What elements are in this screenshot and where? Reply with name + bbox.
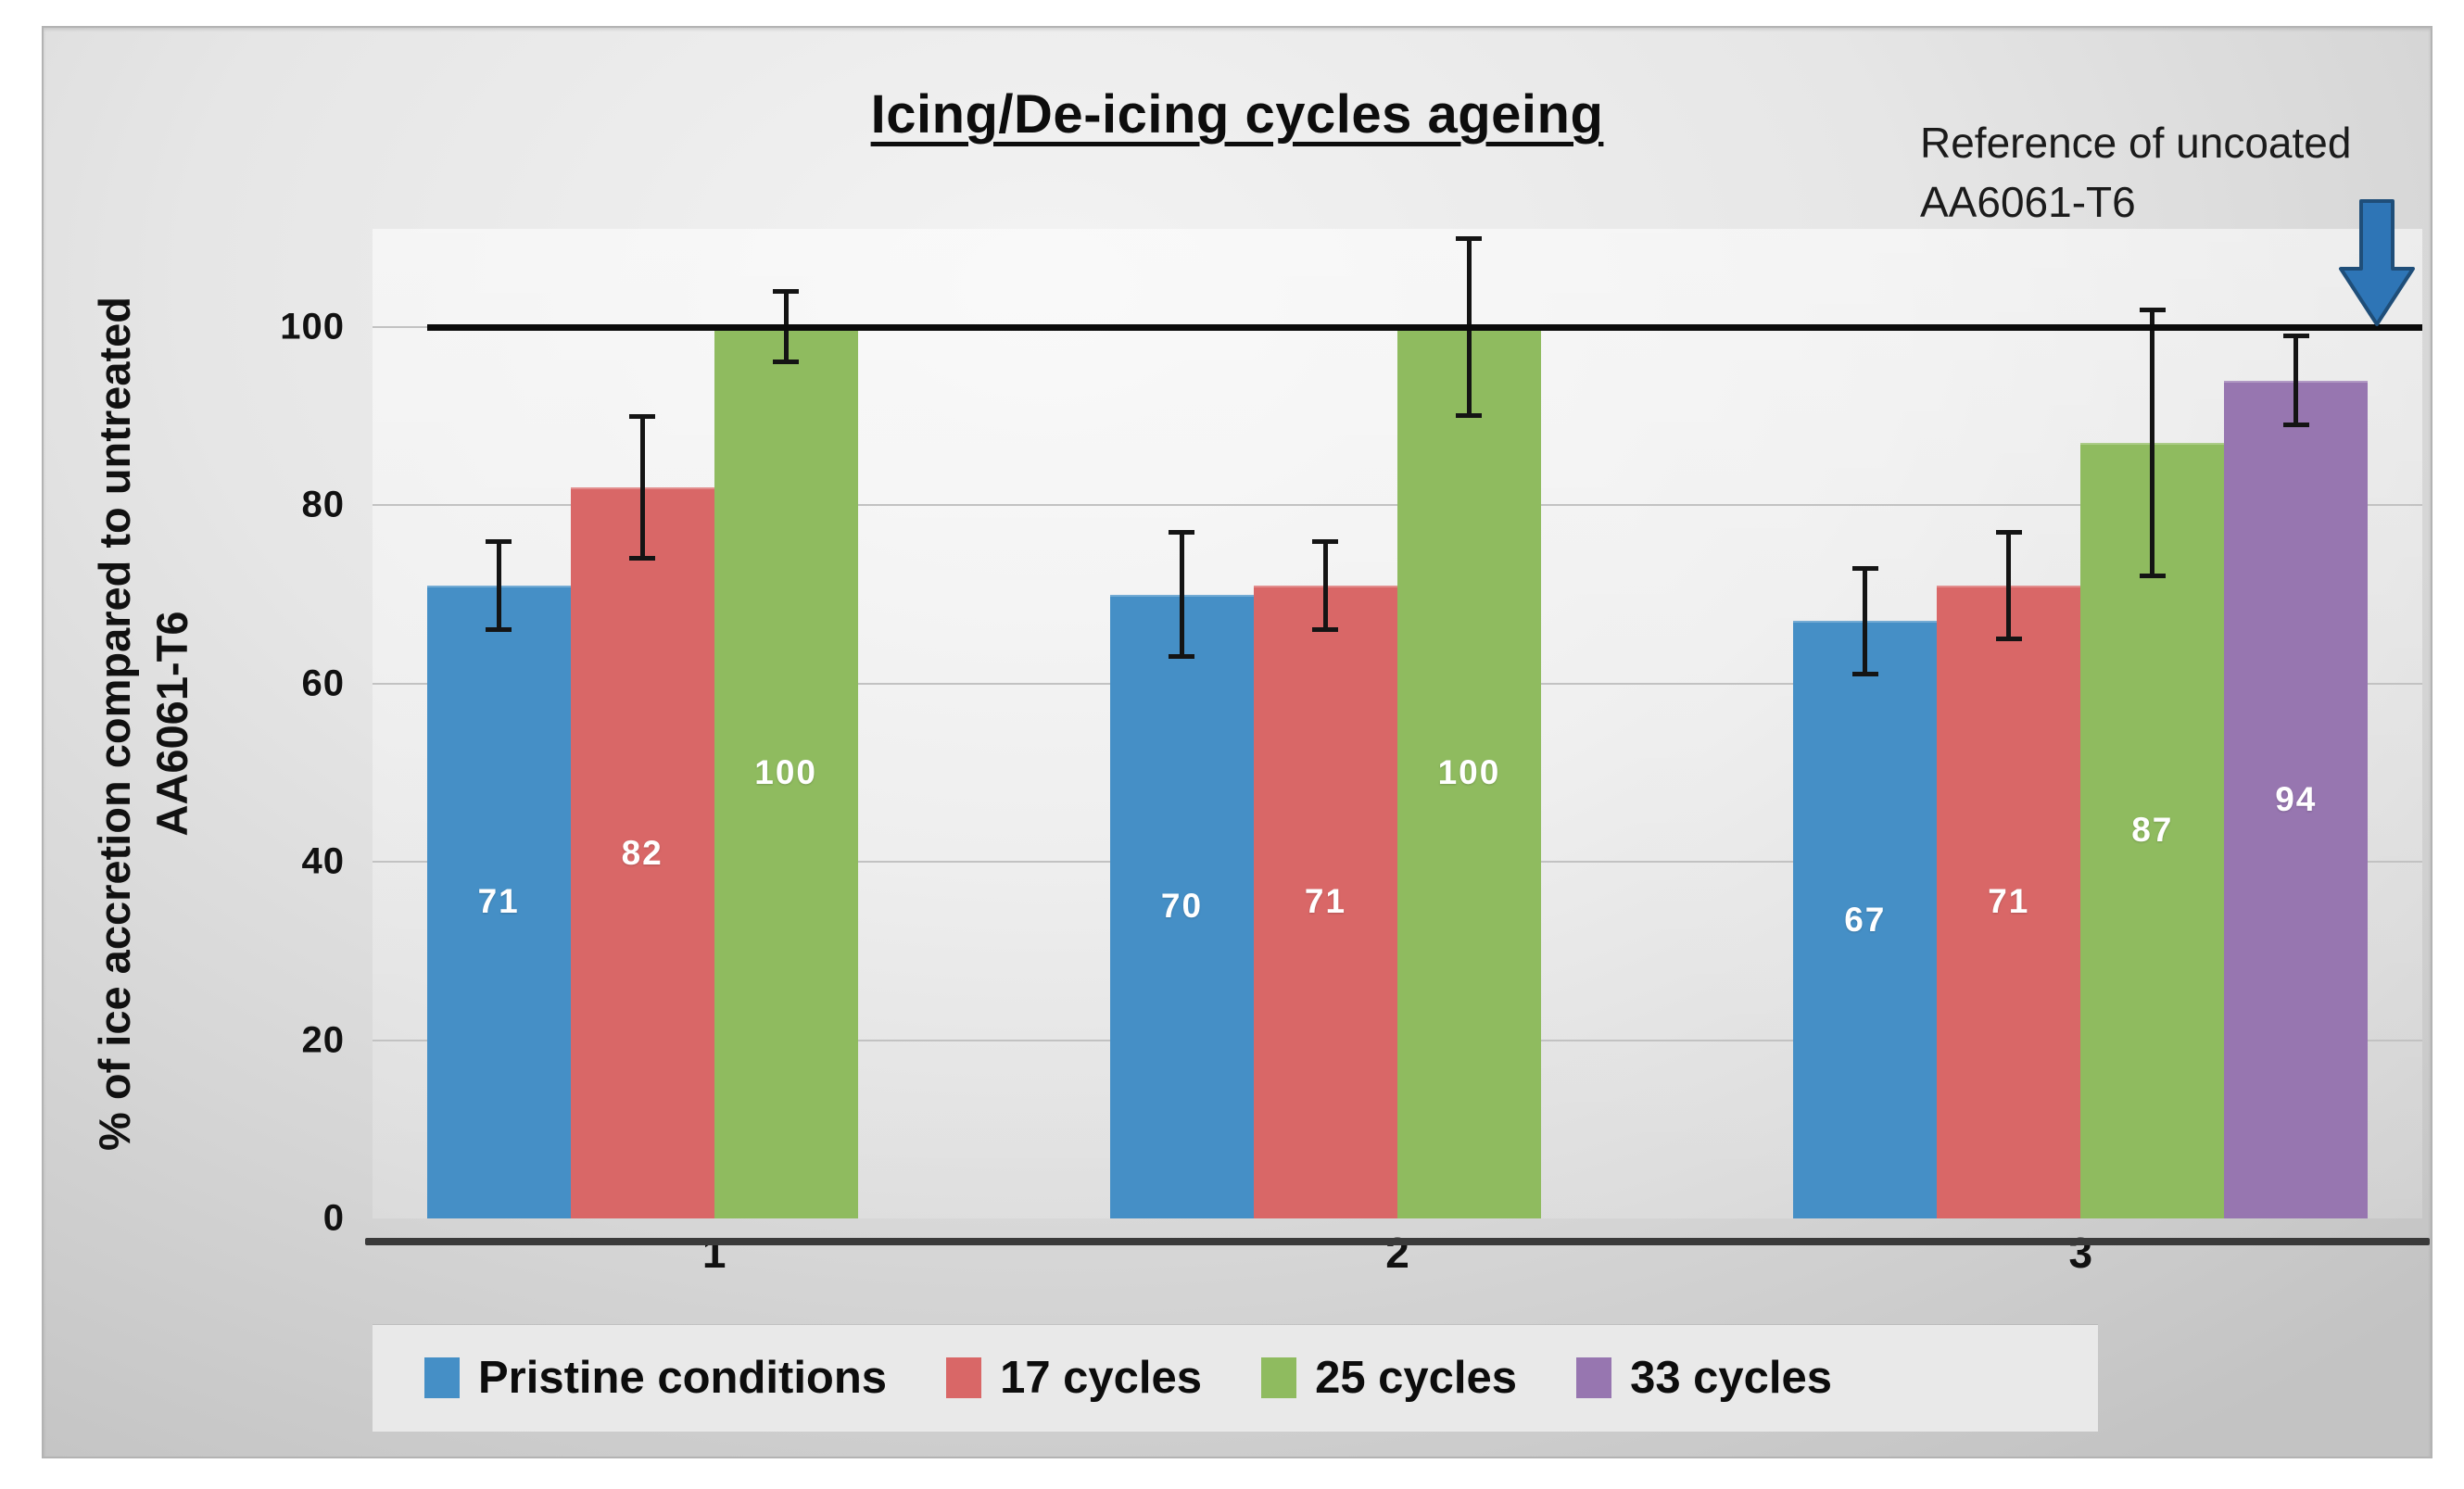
legend-swatch xyxy=(1576,1357,1612,1398)
error-bar-cap-bottom xyxy=(1169,653,1195,659)
plot-area: 71 82 100 70 71 100 67 71 87 94 xyxy=(373,229,2422,1218)
error-bar-cap-bottom xyxy=(486,626,512,632)
y-tick-label-0: 0 xyxy=(322,1197,345,1239)
legend-swatch xyxy=(946,1357,982,1398)
x-category-label-1: 1 xyxy=(701,1229,727,1277)
bar-slot: 100 xyxy=(714,229,858,1218)
bar-25-cycles-cat2: 100 xyxy=(1396,235,1541,1218)
legend-swatch xyxy=(1261,1357,1297,1398)
error-bar-cap-top xyxy=(2282,334,2309,339)
error-bar-cap-top xyxy=(1995,530,2022,536)
error-bar-cap-bottom xyxy=(2139,574,2166,579)
bar-slot: 67 xyxy=(1793,229,1938,1218)
error-bar xyxy=(2150,309,2155,577)
y-tick-label-60: 60 xyxy=(301,662,345,704)
error-bar-cap-bottom xyxy=(1456,413,1483,419)
bar-value-label: 71 xyxy=(1988,882,2030,921)
error-bar-cap-top xyxy=(629,414,656,420)
error-bar-cap-top xyxy=(773,289,800,295)
error-bar-cap-bottom xyxy=(773,360,800,365)
error-bar-cap-top xyxy=(486,538,512,544)
y-tick-label-40: 40 xyxy=(301,840,345,882)
bar-17-cycles-cat3: 71 xyxy=(1937,530,2081,1218)
bar-group-3: 67 71 87 94 xyxy=(1739,229,2422,1218)
down-arrow-icon xyxy=(2339,199,2415,326)
error-bar-cap-bottom xyxy=(2282,422,2309,427)
bar-value-label: 71 xyxy=(477,882,520,921)
legend-label: Pristine conditions xyxy=(478,1353,888,1403)
bar-value-label: 82 xyxy=(621,833,663,872)
bar-25-cycles-cat3: 87 xyxy=(2080,307,2225,1218)
reference-line xyxy=(426,323,2422,331)
legend-label: 33 cycles xyxy=(1630,1353,1833,1403)
bar-slot: 100 xyxy=(1396,229,1541,1218)
bar-33-cycles-cat3: 94 xyxy=(2224,334,2369,1218)
bar-17-cycles-cat2: 71 xyxy=(1253,538,1397,1218)
chart-title: Icing/De-icing cycles ageing xyxy=(870,84,1604,145)
bar-slot-empty xyxy=(1541,229,1685,1218)
bar-slot: 94 xyxy=(2224,229,2369,1218)
error-bar-cap-top xyxy=(1456,235,1483,241)
bar-value-label: 100 xyxy=(754,752,818,791)
y-tick-label-100: 100 xyxy=(280,306,345,347)
bar-pristine-conditions-cat2: 70 xyxy=(1109,530,1254,1218)
bar-value-label: 71 xyxy=(1304,882,1347,921)
bar-slot: 87 xyxy=(2080,229,2225,1218)
bar-slot: 82 xyxy=(570,229,714,1218)
bar-pristine-conditions-cat1: 71 xyxy=(426,538,571,1218)
legend-item-25-cycles: 25 cycles xyxy=(1261,1352,1517,1404)
x-category-label-3: 3 xyxy=(2068,1229,2093,1277)
error-bar-cap-top xyxy=(1169,530,1195,536)
x-axis-line xyxy=(365,1238,2430,1245)
error-bar-cap-top xyxy=(1851,565,1878,571)
bar-value-label: 87 xyxy=(2131,811,2174,850)
error-bar-cap-bottom xyxy=(1851,672,1878,677)
reference-annotation-line2: AA6061-T6 xyxy=(1920,178,2136,226)
bar-slot: 71 xyxy=(1253,229,1397,1218)
y-tick-label-20: 20 xyxy=(301,1019,345,1061)
error-bar xyxy=(1863,567,1868,675)
error-bar xyxy=(1322,540,1328,630)
legend-item-33-cycles: 33 cycles xyxy=(1576,1352,1832,1404)
error-bar xyxy=(496,540,501,630)
reference-annotation-line1: Reference of uncoated xyxy=(1920,119,2352,167)
bar-value-label: 94 xyxy=(2275,779,2318,818)
bar-value-label: 100 xyxy=(1437,752,1501,791)
chart-panel: Icing/De-icing cycles ageing % of ice ac… xyxy=(42,26,2432,1458)
error-bar-cap-top xyxy=(1312,538,1339,544)
bar-17-cycles-cat1: 82 xyxy=(570,414,714,1218)
bar-group-1: 71 82 100 xyxy=(373,229,1055,1218)
error-bar xyxy=(1179,532,1184,657)
x-category-label-2: 2 xyxy=(1385,1229,1409,1277)
bar-pristine-conditions-cat3: 67 xyxy=(1793,565,1938,1218)
bar-slot: 71 xyxy=(426,229,571,1218)
bar-slot-empty xyxy=(858,229,1002,1218)
bar-group-2: 70 71 100 xyxy=(1055,229,1738,1218)
legend-label: 17 cycles xyxy=(1000,1353,1203,1403)
error-bar xyxy=(2293,335,2299,425)
legend-label: 25 cycles xyxy=(1315,1353,1518,1403)
y-axis-title: % of ice accretion compared to untreated… xyxy=(60,229,227,1218)
bar-value-label: 67 xyxy=(1844,900,1887,939)
reference-annotation: Reference of uncoated AA6061-T6 xyxy=(1920,113,2453,232)
error-bar-cap-bottom xyxy=(1312,626,1339,632)
bar-slot: 71 xyxy=(1937,229,2081,1218)
error-bar xyxy=(639,416,645,559)
error-bar-cap-bottom xyxy=(629,556,656,561)
bar-value-label: 70 xyxy=(1160,887,1204,926)
y-axis-title-line1: % of ice accretion compared to untreated xyxy=(90,297,140,1151)
error-bar-cap-top xyxy=(2139,307,2166,312)
error-bar xyxy=(2006,532,2012,639)
error-bar-cap-bottom xyxy=(1995,636,2022,641)
bar-25-cycles-cat1: 100 xyxy=(714,289,858,1218)
legend-item-pristine-conditions: Pristine conditions xyxy=(424,1352,887,1404)
bar-groups: 71 82 100 70 71 100 67 71 87 94 xyxy=(373,229,2422,1218)
legend: Pristine conditions 17 cycles 25 cycles 33 … xyxy=(373,1325,2098,1431)
legend-swatch xyxy=(424,1357,460,1398)
bar-slot: 70 xyxy=(1109,229,1254,1218)
legend-item-17-cycles: 17 cycles xyxy=(946,1352,1202,1404)
y-tick-label-80: 80 xyxy=(301,484,345,525)
